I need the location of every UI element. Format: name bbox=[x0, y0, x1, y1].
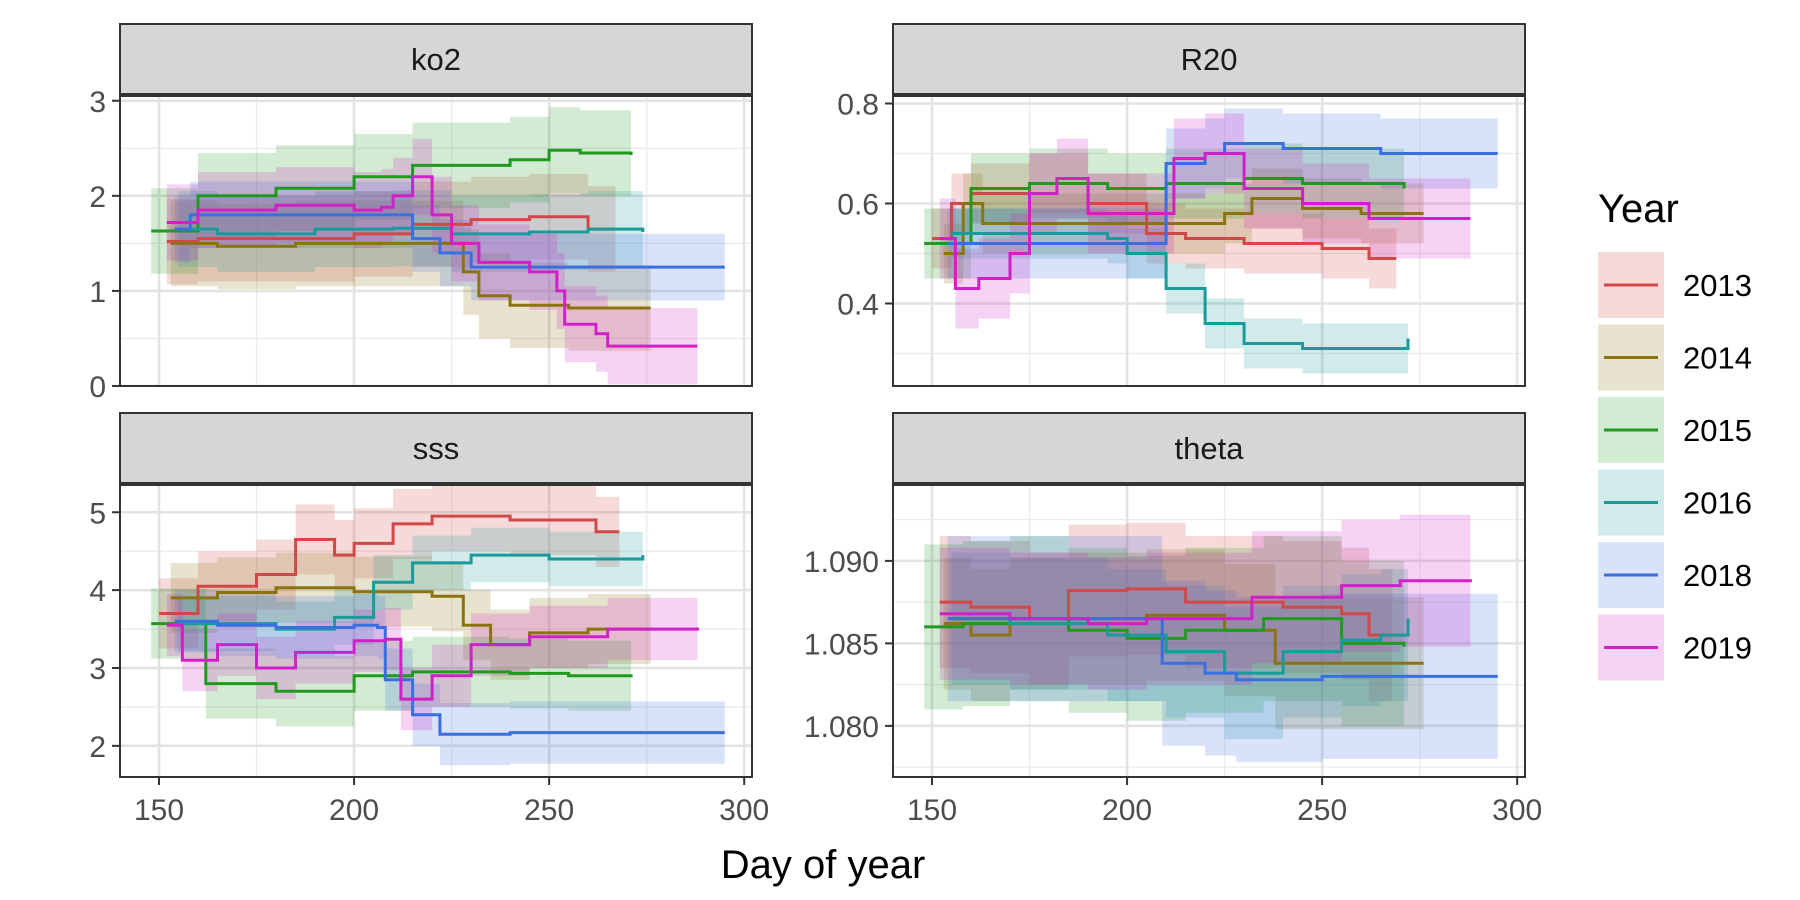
panel-strip-label: R20 bbox=[1181, 42, 1238, 77]
x-tick-label: 150 bbox=[907, 794, 957, 827]
series-band-2013 bbox=[939, 522, 1393, 702]
legend-label-2015: 2015 bbox=[1683, 413, 1752, 448]
y-tick-label: 0.8 bbox=[837, 89, 879, 122]
series-line-2018 bbox=[947, 617, 1498, 682]
series-band-2018 bbox=[174, 590, 725, 766]
series-band-2015 bbox=[151, 588, 632, 727]
y-tick-label: 3 bbox=[89, 86, 106, 119]
series-band-2019 bbox=[939, 113, 1471, 329]
panel-strip-label: sss bbox=[413, 431, 460, 466]
panel-strip bbox=[892, 412, 1526, 484]
legend-label-2018: 2018 bbox=[1683, 558, 1752, 593]
panel-strip bbox=[119, 412, 753, 484]
y-tick-label: 3 bbox=[89, 653, 106, 686]
panel-ko2: ko2 0 1 2 3 bbox=[89, 23, 753, 404]
legend: Year 2013 2014 2015 2016 2018 2019 bbox=[1598, 187, 1752, 681]
series-line-2015 bbox=[924, 617, 1406, 647]
panel-strip-label: ko2 bbox=[411, 42, 461, 77]
series-line-2018 bbox=[174, 213, 725, 269]
legend-label-2013: 2013 bbox=[1683, 268, 1752, 303]
panel-grid bbox=[120, 485, 752, 777]
panel-sss: sss 2 3 4 5 150 200 250 300 bbox=[89, 412, 769, 827]
panel-strip bbox=[892, 23, 1526, 95]
x-tick-label: 250 bbox=[1297, 794, 1347, 827]
legend-label-2016: 2016 bbox=[1683, 486, 1752, 521]
x-tick-label: 300 bbox=[719, 794, 769, 827]
panel-series bbox=[924, 514, 1498, 763]
series-band-2016 bbox=[178, 190, 643, 272]
legend-title: Year bbox=[1598, 187, 1679, 231]
y-tick-label: 0.4 bbox=[837, 289, 879, 322]
y-tick-label: 1.080 bbox=[804, 711, 879, 744]
panel-border bbox=[119, 95, 753, 387]
panel-series bbox=[924, 108, 1498, 374]
y-tick-label: 0 bbox=[89, 371, 106, 404]
panel-border bbox=[892, 484, 1526, 778]
y-tick-label: 5 bbox=[89, 497, 106, 530]
y-tick-label: 1.090 bbox=[804, 546, 879, 579]
series-band-2016 bbox=[951, 552, 1408, 740]
y-tick-label: 0.6 bbox=[837, 189, 879, 222]
x-tick-label: 200 bbox=[1102, 794, 1152, 827]
series-line-2019 bbox=[166, 175, 698, 348]
panel-series bbox=[151, 107, 725, 385]
x-tick-label: 300 bbox=[1492, 794, 1542, 827]
x-tick-label: 200 bbox=[329, 794, 379, 827]
series-band-2015 bbox=[151, 107, 632, 274]
series-line-2013 bbox=[166, 215, 616, 243]
y-tick-label: 2 bbox=[89, 731, 106, 764]
legend-label-2014: 2014 bbox=[1683, 341, 1752, 376]
panel-series bbox=[151, 485, 725, 766]
series-line-2014 bbox=[943, 197, 1424, 255]
series-line-2019 bbox=[939, 579, 1472, 626]
y-tick-label: 4 bbox=[89, 575, 106, 608]
series-line-2013 bbox=[939, 587, 1393, 637]
panel-border bbox=[892, 95, 1526, 387]
series-line-2015 bbox=[151, 148, 633, 233]
x-axis-title: Day of year bbox=[721, 843, 926, 887]
y-tick-label: 1.085 bbox=[804, 628, 879, 661]
series-band-2018 bbox=[947, 108, 1498, 279]
series-line-2015 bbox=[924, 177, 1406, 245]
series-band-2013 bbox=[932, 153, 1397, 289]
series-line-2019 bbox=[166, 623, 699, 701]
x-tick-label: 150 bbox=[134, 794, 184, 827]
series-line-2015 bbox=[151, 622, 633, 693]
panel-strip-label: theta bbox=[1175, 431, 1245, 466]
panel-R20: R20 0.4 0.6 0.8 bbox=[837, 23, 1526, 387]
series-line-2016 bbox=[951, 232, 1410, 350]
series-line-2018 bbox=[174, 619, 725, 736]
series-band-2018 bbox=[174, 181, 725, 301]
panel-border bbox=[119, 484, 753, 778]
series-band-2018 bbox=[947, 536, 1498, 763]
y-tick-label: 2 bbox=[89, 181, 106, 214]
series-line-2014 bbox=[170, 586, 653, 647]
series-band-2013 bbox=[159, 485, 620, 649]
x-tick-label: 250 bbox=[524, 794, 574, 827]
y-tick-label: 1 bbox=[89, 276, 106, 309]
series-band-2016 bbox=[951, 208, 1408, 374]
series-line-2019 bbox=[939, 152, 1471, 290]
panel-theta: theta 1.080 1.085 1.090 150 200 250 300 bbox=[804, 412, 1542, 827]
series-line-2013 bbox=[159, 514, 620, 615]
series-band-2014 bbox=[170, 552, 651, 680]
legend-label-2019: 2019 bbox=[1683, 631, 1752, 666]
panel-strip bbox=[119, 23, 753, 95]
series-line-2014 bbox=[170, 241, 651, 310]
